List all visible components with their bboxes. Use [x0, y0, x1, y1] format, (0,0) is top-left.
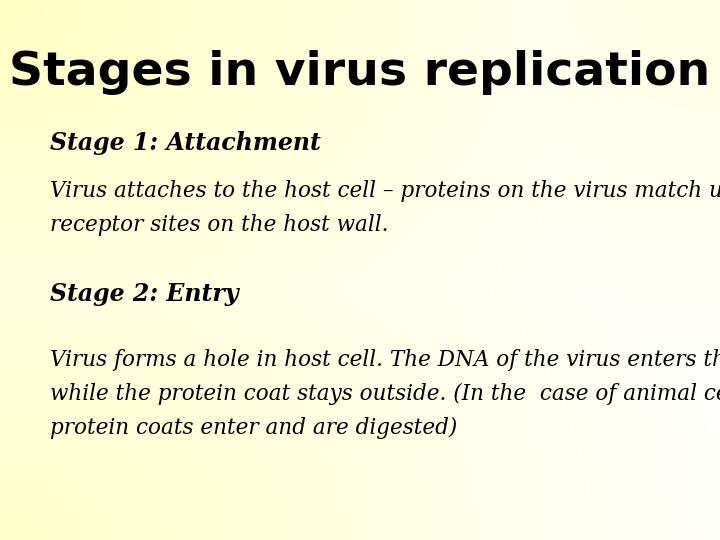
Text: Stage 1: Attachment: Stage 1: Attachment [50, 131, 321, 155]
Text: Virus forms a hole in host cell. The DNA of the virus enters the host
while the : Virus forms a hole in host cell. The DNA… [50, 349, 720, 439]
Text: Stages in virus replication: Stages in virus replication [9, 50, 711, 96]
Text: Virus attaches to the host cell – proteins on the virus match up with
receptor s: Virus attaches to the host cell – protei… [50, 180, 720, 236]
Text: Stage 2: Entry: Stage 2: Entry [50, 282, 239, 306]
